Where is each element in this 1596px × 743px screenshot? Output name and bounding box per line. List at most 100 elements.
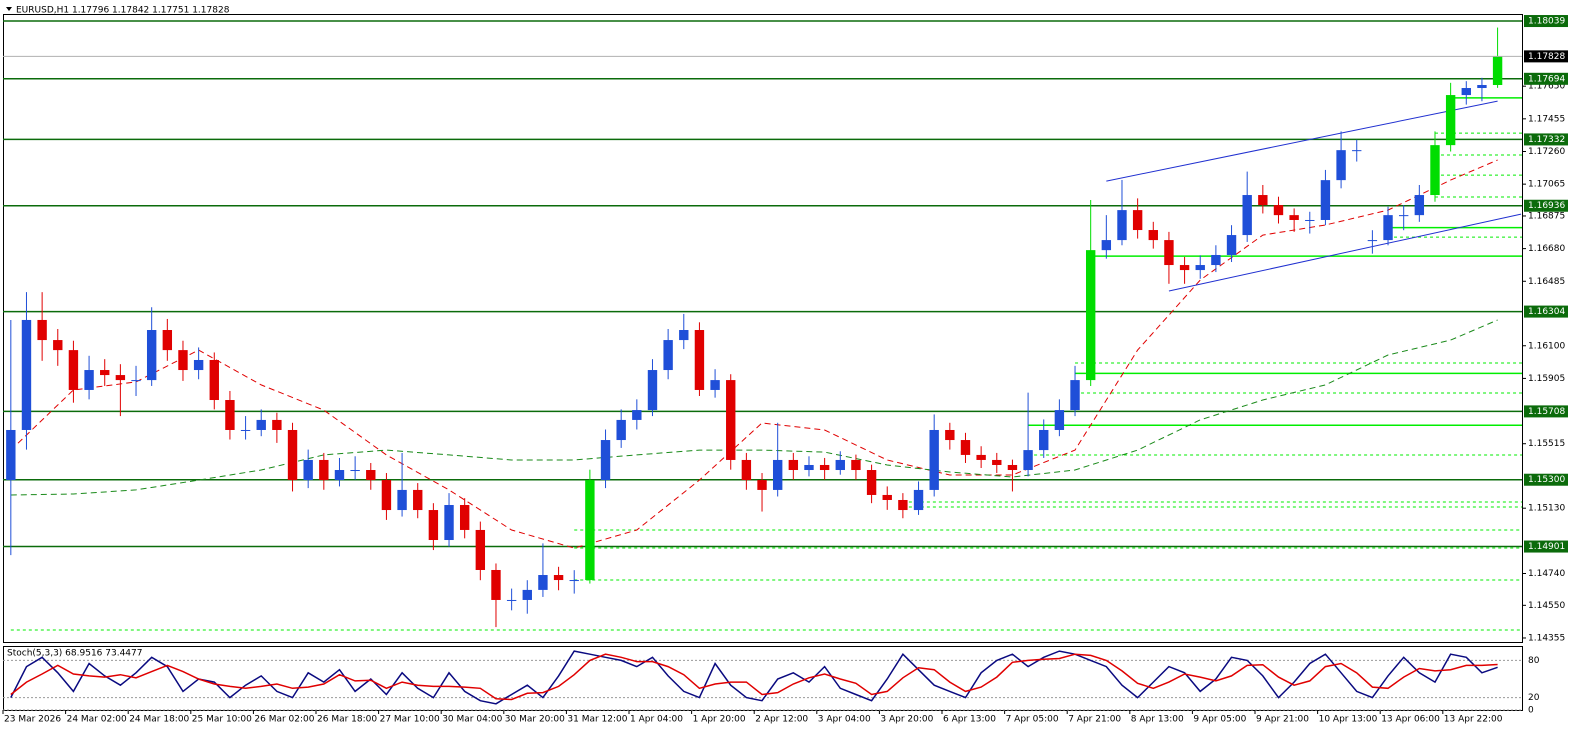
y-tick-label: 1.15905 [1528,374,1565,384]
stoch-tick-label: 20 [1528,693,1540,703]
candle-body [1007,464,1018,471]
candle-body [21,319,32,430]
level-label-bg [1524,540,1568,553]
x-tick-label: 26 Mar 02:00 [254,715,314,725]
candle-body [866,470,877,495]
candle-body [757,480,767,490]
x-tick-label: 7 Apr 05:00 [1006,715,1059,725]
candle-body [100,370,110,376]
last-price-label: 1.17828 [1528,52,1565,62]
candle-body [992,459,1002,465]
y-tick-label: 1.17065 [1528,180,1565,190]
candle-body [835,459,845,471]
level-label: 1.15708 [1528,407,1565,417]
candle-body [538,575,548,590]
y-tick-label: 1.17455 [1528,114,1565,124]
y-tick-label: 1.17650 [1528,82,1565,92]
level-label: 1.14901 [1528,542,1565,552]
candle-body [350,470,360,472]
candle-body [178,350,188,371]
candle-body [1164,240,1174,266]
candle-body [726,380,736,460]
candle-body [413,489,423,511]
x-tick-label: 27 Mar 10:00 [380,715,440,725]
candle-body [146,330,157,381]
candle-body [397,489,407,511]
y-tick-label: 1.16875 [1528,211,1565,221]
candle-body [319,459,329,481]
x-tick-label: 1 Apr 20:00 [693,715,746,725]
candle-body [1430,145,1440,196]
level-label: 1.16304 [1528,307,1565,317]
candle-body [1039,429,1049,451]
candle-body [851,459,861,471]
plot [3,20,1522,631]
x-tick-label: 7 Apr 21:00 [1068,715,1121,725]
candle-body [491,569,501,600]
candle-body [1054,410,1065,430]
x-tick-label: 24 Mar 18:00 [129,715,189,725]
y-tick-label: 1.14355 [1528,633,1565,643]
x-tick-label: 1 Apr 04:00 [630,715,683,725]
candle-body [1492,56,1503,86]
level-label: 1.17332 [1528,135,1565,145]
candle-body [193,359,204,371]
level-label-bg [1524,133,1568,146]
candle-body [1305,219,1315,221]
candle-body [1085,250,1096,381]
candle-body [569,580,579,582]
x-tick-label: 24 Mar 02:00 [67,715,127,725]
y-tick-label: 1.16680 [1528,244,1565,254]
candle-body [1117,210,1127,241]
candle-body [53,340,63,351]
candle-body [1211,254,1221,266]
x-tick-label: 13 Apr 06:00 [1381,715,1440,725]
candle-body [1148,230,1158,241]
level-label-bg [1524,72,1568,85]
trend-line [1168,213,1522,292]
stoch-tick-label: 0 [1528,706,1534,716]
candle-body [1023,450,1033,471]
candle-body [506,599,517,601]
candle-body [929,429,939,490]
candle-body [1352,150,1362,152]
candle-body [1383,215,1393,241]
candle-body [1226,235,1237,255]
menu-icon[interactable] [6,7,12,11]
candle-body [804,464,814,471]
level-label: 1.18039 [1528,17,1565,27]
candle-body [960,440,971,455]
candle-body [1101,240,1112,251]
chart-title: EURUSD,H1 1.17796 1.17842 1.17751 1.1782… [16,6,230,16]
candle-body [1477,85,1487,89]
candle-body [272,419,282,430]
candle-body [162,330,173,351]
level-label: 1.15300 [1528,475,1565,485]
y-tick-label: 1.14550 [1528,601,1565,611]
y-tick-label: 1.15515 [1528,439,1565,449]
candle-body [1445,95,1456,146]
y-tick-label: 1.15130 [1528,504,1565,514]
candle-body [553,575,564,581]
stoch-tick-label: 80 [1528,656,1540,666]
candle-body [366,470,376,481]
candle-body [913,489,924,511]
candle-body [945,429,955,441]
level-label-bg [1524,199,1568,212]
y-tick-label: 1.14740 [1528,569,1565,579]
x-tick-label: 23 Mar 2026 [4,715,61,725]
candle-body [225,400,235,430]
candle-body [256,419,266,430]
candle-body [1070,380,1080,411]
x-tick-label: 30 Mar 20:00 [505,715,565,725]
candle-body [1132,210,1143,231]
candle-body [616,419,626,441]
candle-body [1179,265,1190,271]
candle-body [1461,88,1471,96]
stoch-line [10,650,1498,705]
level-label-bg [1524,405,1568,418]
level-label-bg [1524,473,1568,486]
candle-body [1336,150,1346,181]
